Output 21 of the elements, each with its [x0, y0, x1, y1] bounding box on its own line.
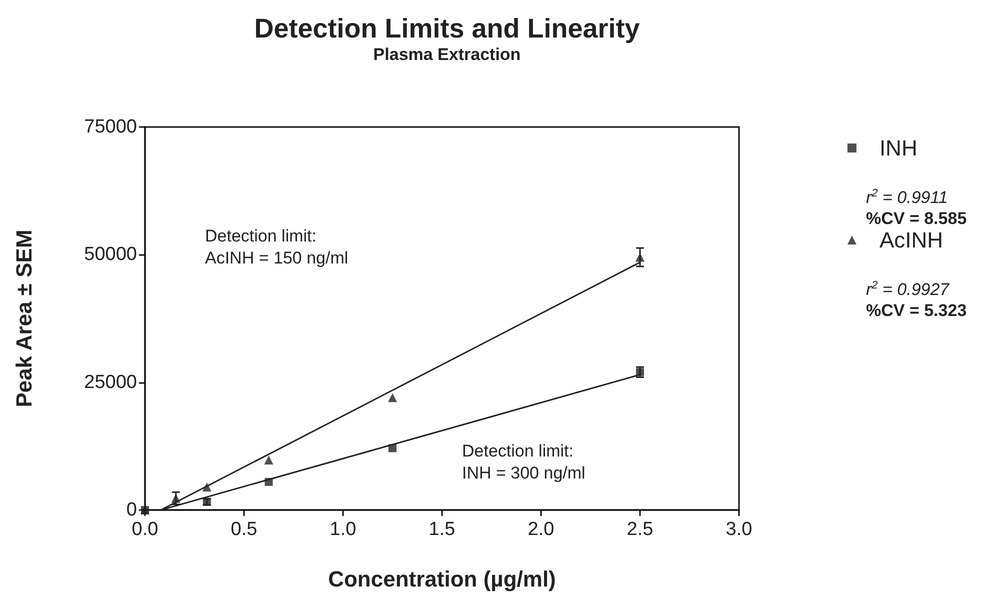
- x-tick-label: 1.5: [428, 519, 456, 540]
- y-tick-label: 75000: [84, 116, 137, 138]
- x-tick-label: 2.5: [626, 519, 654, 540]
- chart-title: Detection Limits and Linearity: [254, 14, 640, 44]
- chart-subtitle: Plasma Extraction: [373, 45, 521, 64]
- x-tick-label: 3.0: [726, 519, 752, 540]
- y-tick-label: 25000: [84, 372, 137, 393]
- y-tick-label: 50000: [84, 244, 137, 266]
- x-tick-label: 0.0: [132, 519, 158, 540]
- x-tick-label: 1.0: [330, 519, 356, 540]
- legend-label: INH: [879, 136, 918, 160]
- x-tick-label: 2.0: [528, 519, 554, 540]
- annotation: Detection limit: AcINH = 150 ng/ml: [205, 226, 348, 268]
- text: %CV = 8.585: [866, 209, 967, 228]
- y-axis-title: Peak Area ± SEM: [12, 230, 36, 408]
- legend-label: AcINH: [879, 228, 943, 252]
- x-axis-title: Concentration (µg/ml): [328, 566, 556, 592]
- annotation: Detection limit: INH = 300 ng/ml: [462, 442, 586, 482]
- x-tick-label: 0.5: [230, 519, 258, 540]
- y-tick-label: 0: [126, 500, 137, 520]
- text: %CV = 5.323: [866, 301, 967, 320]
